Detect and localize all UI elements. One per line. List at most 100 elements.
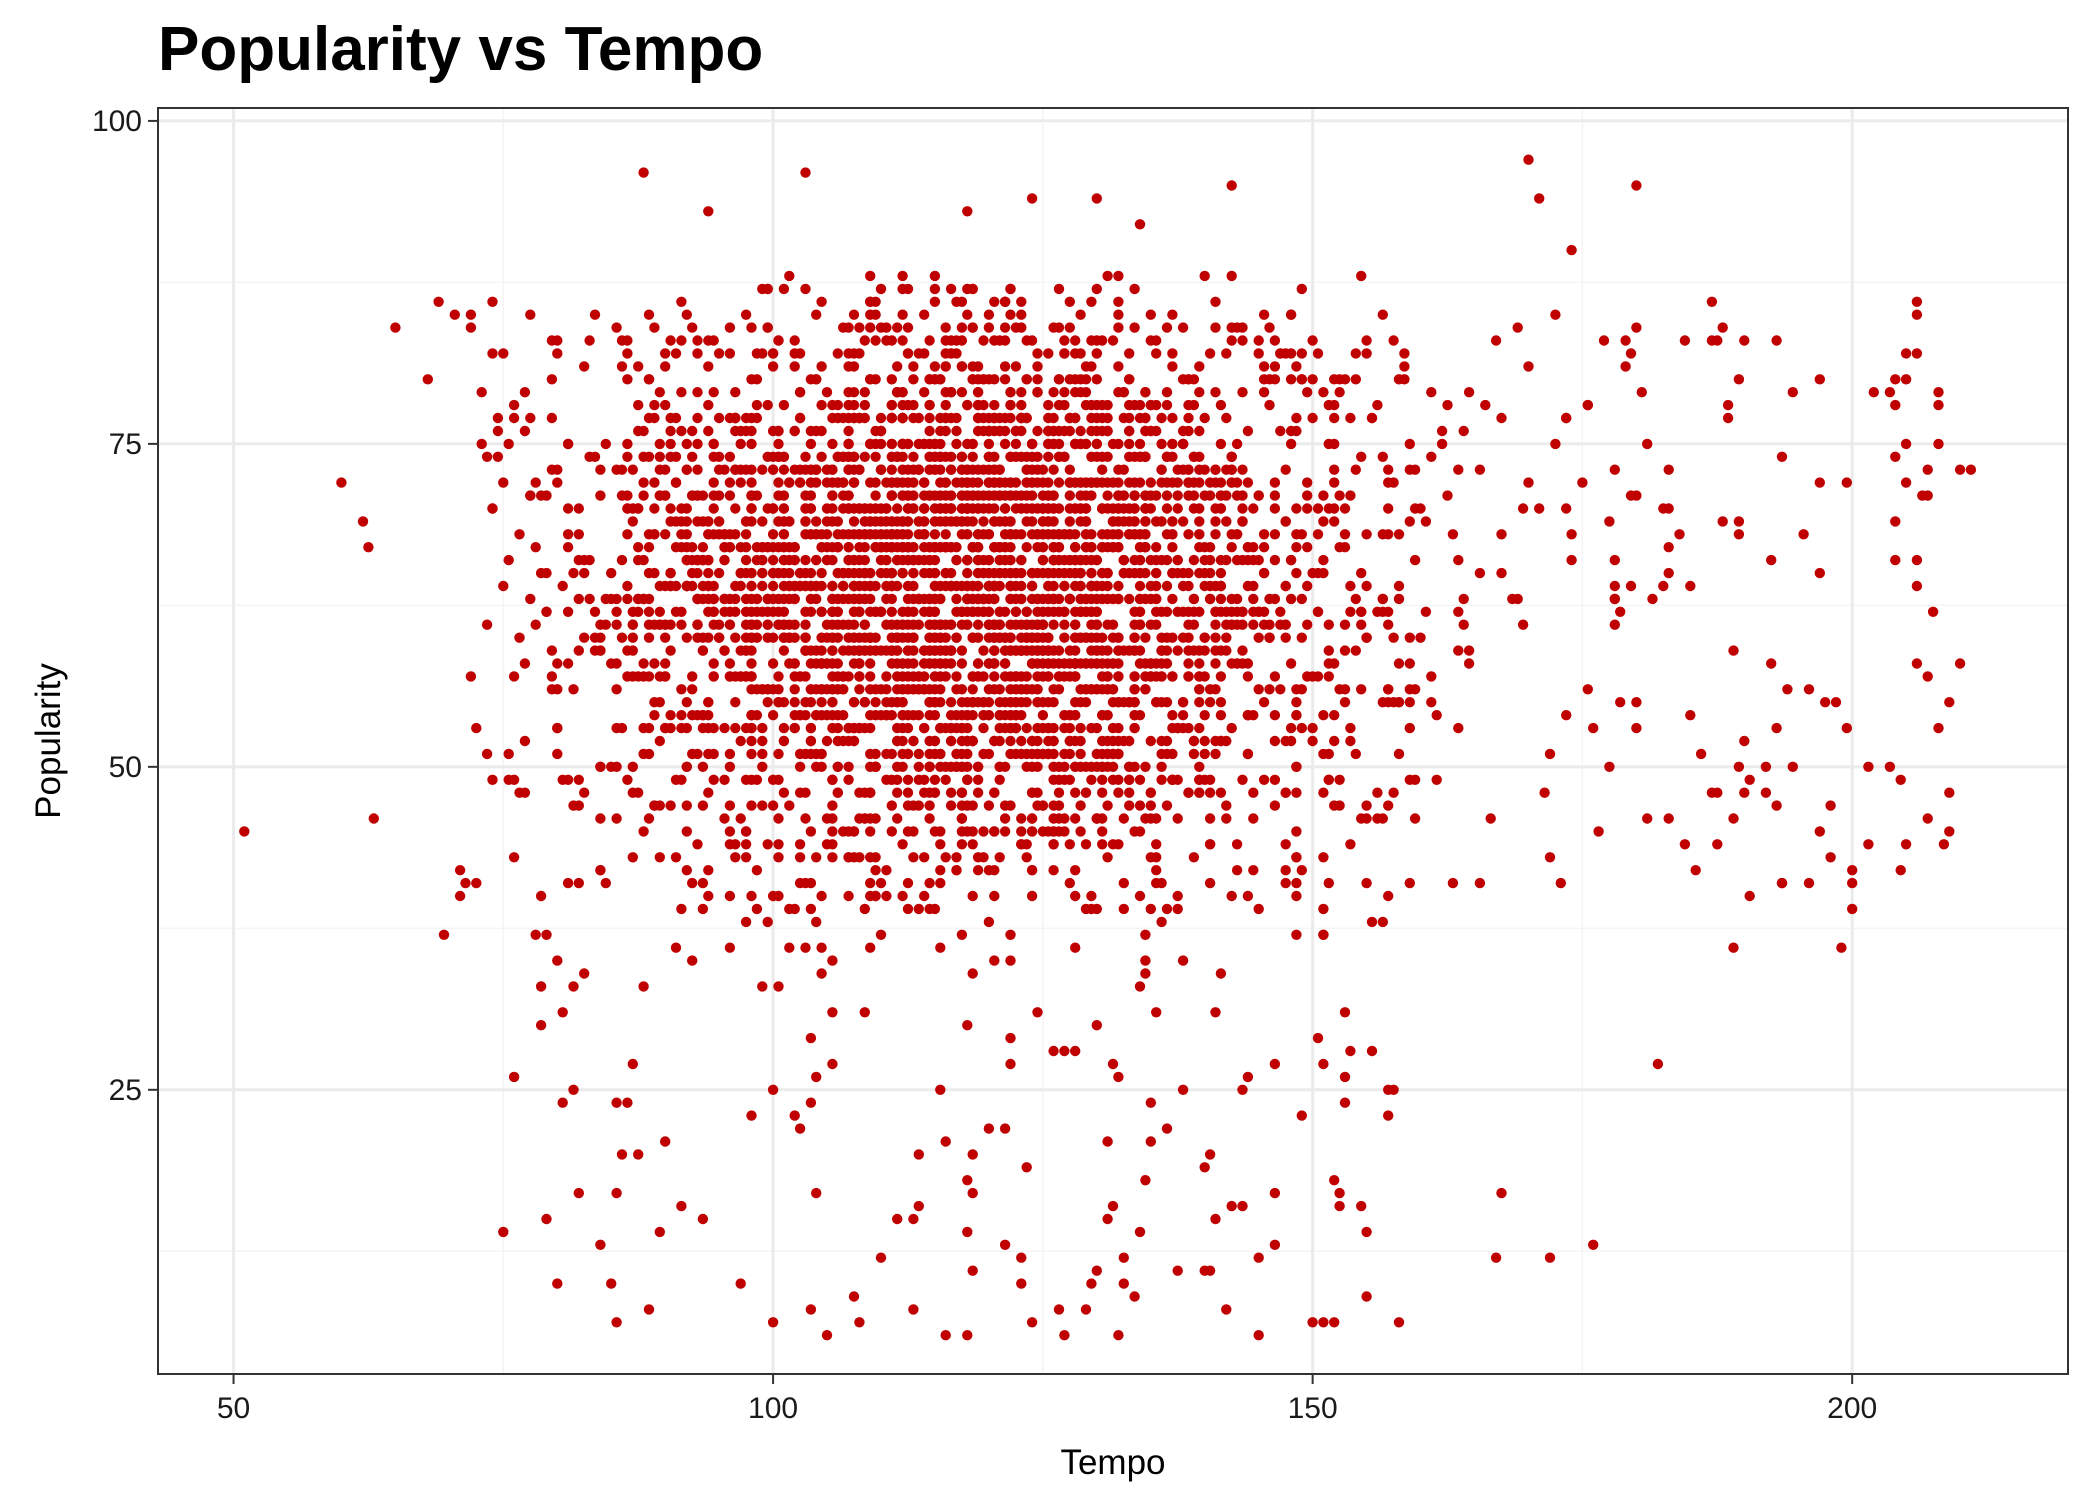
data-point — [1140, 1175, 1151, 1186]
data-point — [908, 451, 919, 462]
data-point — [913, 619, 924, 630]
data-point — [848, 567, 860, 579]
data-point — [746, 438, 757, 450]
data-point — [1199, 412, 1210, 424]
data-point — [1113, 490, 1124, 501]
data-point — [1275, 606, 1286, 617]
data-point — [1830, 697, 1842, 708]
data-point — [654, 387, 665, 398]
data-point — [1177, 567, 1189, 579]
data-point — [1210, 464, 1221, 475]
data-point — [1016, 593, 1027, 605]
data-point — [1070, 554, 1081, 566]
data-point — [816, 606, 827, 617]
data-point — [762, 322, 773, 333]
data-point — [1172, 477, 1183, 488]
data-point — [983, 529, 995, 540]
data-point — [687, 748, 698, 760]
data-point — [1172, 813, 1183, 824]
data-point — [989, 865, 1000, 876]
data-point — [1005, 748, 1016, 760]
data-point — [368, 813, 379, 824]
data-point — [886, 438, 897, 450]
data-point — [897, 529, 908, 540]
data-point — [935, 839, 946, 850]
data-point — [471, 877, 482, 889]
data-point — [611, 813, 622, 824]
data-point — [940, 361, 951, 372]
data-point — [951, 348, 962, 359]
data-point — [676, 722, 687, 734]
data-point — [579, 361, 590, 372]
data-point — [1803, 684, 1815, 695]
data-point — [827, 710, 838, 721]
data-point — [940, 774, 951, 785]
data-point — [978, 335, 989, 346]
data-point — [1544, 1252, 1556, 1263]
data-point — [778, 503, 790, 514]
data-point — [681, 865, 692, 876]
data-point — [1258, 361, 1270, 372]
data-point — [994, 490, 1005, 501]
data-point — [1776, 451, 1788, 462]
data-point — [838, 684, 849, 695]
data-point — [805, 503, 817, 514]
data-point — [1140, 516, 1151, 527]
data-point — [773, 335, 784, 346]
data-point — [627, 1058, 638, 1070]
data-point — [859, 645, 870, 656]
data-point — [1609, 554, 1621, 566]
data-point — [1329, 399, 1340, 411]
data-point — [881, 890, 892, 902]
data-point — [956, 684, 968, 695]
data-point — [827, 955, 838, 966]
data-point — [1679, 839, 1691, 850]
data-point — [1032, 464, 1043, 475]
data-point — [703, 361, 714, 372]
data-point — [595, 619, 606, 630]
data-point — [1172, 1265, 1183, 1276]
data-point — [1037, 710, 1049, 721]
data-point — [1064, 877, 1076, 889]
data-point — [1145, 903, 1157, 915]
data-point — [508, 774, 520, 785]
data-point — [708, 490, 719, 501]
data-point — [1318, 387, 1329, 398]
data-point — [611, 464, 622, 475]
data-point — [1944, 787, 1955, 798]
data-point — [1296, 722, 1308, 734]
data-point — [1194, 697, 1205, 708]
data-point — [956, 451, 968, 462]
data-point — [935, 490, 946, 501]
data-point — [784, 632, 795, 643]
data-point — [508, 412, 520, 424]
data-point — [1361, 580, 1372, 592]
data-point — [1550, 438, 1561, 450]
data-point — [1739, 735, 1750, 747]
data-point — [724, 658, 736, 669]
data-point — [989, 955, 1000, 966]
data-point — [1674, 529, 1685, 540]
data-point — [746, 1110, 757, 1121]
data-point — [1258, 606, 1270, 617]
data-point — [940, 477, 951, 488]
data-point — [1604, 516, 1615, 527]
data-point — [1388, 632, 1399, 643]
data-point — [1561, 503, 1572, 514]
data-point — [1393, 1317, 1405, 1328]
data-point — [1124, 374, 1135, 385]
data-point — [1231, 593, 1243, 605]
data-point — [967, 322, 978, 333]
data-point — [1485, 813, 1496, 824]
data-point — [967, 671, 978, 682]
data-point — [870, 335, 881, 346]
data-point — [1215, 567, 1227, 579]
data-point — [886, 399, 897, 411]
data-point — [1264, 684, 1275, 695]
data-point — [999, 826, 1011, 837]
data-point — [724, 322, 736, 333]
data-point — [1167, 438, 1178, 450]
data-point — [1296, 374, 1308, 385]
data-point — [1404, 464, 1416, 475]
data-point — [1345, 580, 1356, 592]
